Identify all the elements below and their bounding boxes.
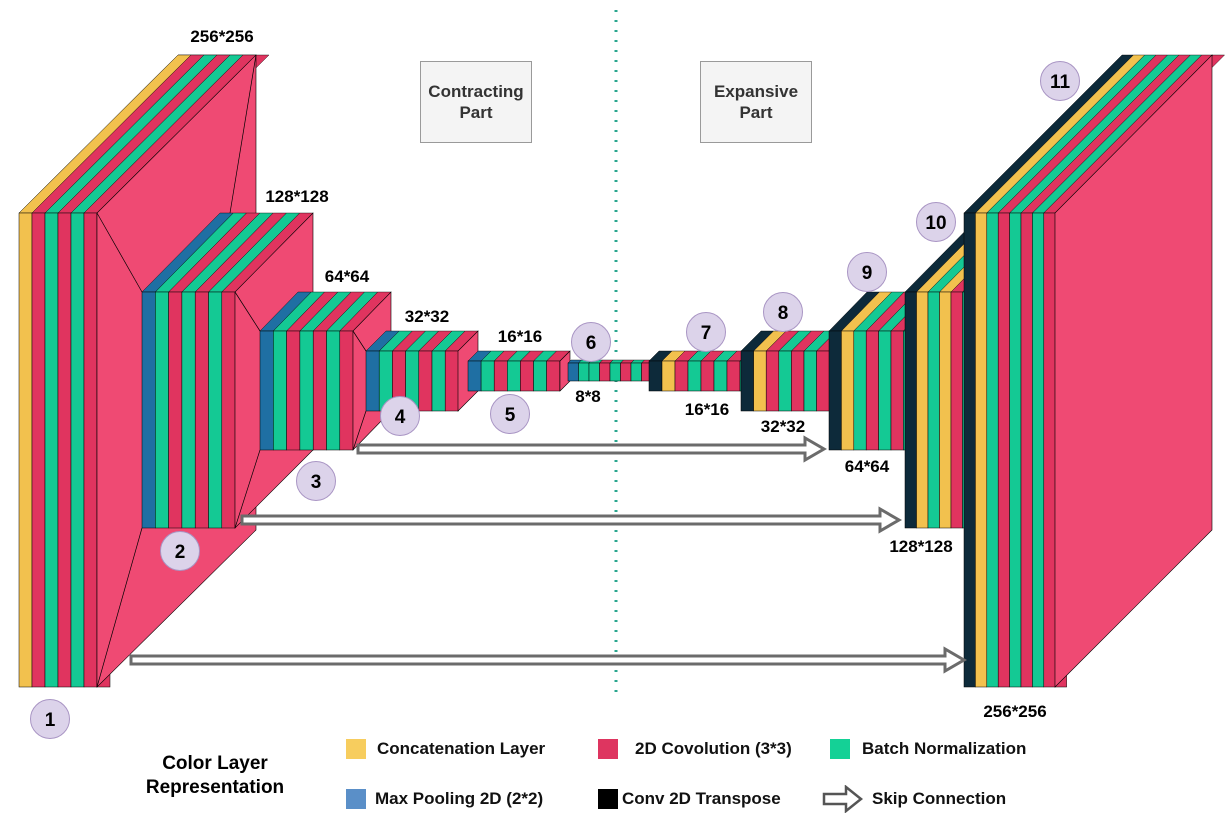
dim-label-2: 128*128 xyxy=(265,187,328,206)
legend-label-pool: Max Pooling 2D (2*2) xyxy=(375,789,544,808)
dim-label-5: 16*16 xyxy=(498,327,542,346)
stage-number-10: 10 xyxy=(925,213,946,234)
stage-number-1: 1 xyxy=(45,710,56,731)
stage-number-8: 8 xyxy=(778,303,789,324)
expansive-part-label: Expansive Part xyxy=(700,61,812,143)
skip-arrow-4-8 xyxy=(356,435,827,463)
stage-circle-1 xyxy=(30,699,70,739)
block-4 xyxy=(365,330,479,412)
dim-label-11: 256*256 xyxy=(983,702,1046,721)
stage-number-3: 3 xyxy=(311,472,322,493)
stage-circle-7 xyxy=(686,312,726,352)
stage-circle-8 xyxy=(763,292,803,332)
legend-label-concat: Concatenation Layer xyxy=(377,739,546,758)
stage-number-4: 4 xyxy=(395,407,406,428)
legend-label-conv: 2D Covolution (3*3) xyxy=(635,739,792,758)
legend-swatch-transpose xyxy=(598,789,618,809)
stage-circle-4 xyxy=(380,396,420,436)
dim-label-1: 256*256 xyxy=(190,27,253,46)
dim-label-7: 16*16 xyxy=(685,400,729,419)
dim-label-6: 8*8 xyxy=(575,387,601,406)
stage-circle-2 xyxy=(160,531,200,571)
block-11 xyxy=(963,54,1226,688)
skip-arrow-1-11 xyxy=(129,646,967,674)
stage-number-5: 5 xyxy=(505,405,516,426)
legend-label-skip: Skip Connection xyxy=(872,789,1007,808)
skip-arrow-3-9 xyxy=(240,506,902,534)
dim-label-8: 32*32 xyxy=(761,417,805,436)
stage-number-9: 9 xyxy=(862,263,873,284)
legend-skip-arrow-icon xyxy=(822,785,864,813)
block-5 xyxy=(467,350,571,392)
legend-swatch-conv xyxy=(598,739,618,759)
legend-swatch-concat xyxy=(346,739,366,759)
stage-number-11: 11 xyxy=(1050,72,1071,93)
dim-label-10: 128*128 xyxy=(889,537,952,556)
stage-circle-9 xyxy=(847,252,887,292)
stage-number-7: 7 xyxy=(701,323,712,344)
legend-label-transpose: Conv 2D Transpose xyxy=(622,789,781,808)
legend-swatch-pool xyxy=(346,789,366,809)
skip-connection-arrows xyxy=(129,435,967,674)
stage-circle-3 xyxy=(296,461,336,501)
stage-number-6: 6 xyxy=(586,333,597,354)
legend-title: Color Layer Representation xyxy=(145,753,285,798)
stage-circle-6 xyxy=(571,322,611,362)
stage-circle-10 xyxy=(916,202,956,242)
legend-swatch-bn xyxy=(830,739,850,759)
contracting-part-label: Contracting Part xyxy=(420,61,532,143)
legend-label-bn: Batch Normalization xyxy=(862,739,1027,758)
dim-label-3: 64*64 xyxy=(325,267,370,286)
dim-label-9: 64*64 xyxy=(845,457,890,476)
stage-number-2: 2 xyxy=(175,542,186,563)
stage-markers: 1 2 3 4 5 6 7 8 9 10 11 xyxy=(30,61,1080,739)
stage-circle-5 xyxy=(490,394,530,434)
dim-label-4: 32*32 xyxy=(405,307,449,326)
stage-circle-11 xyxy=(1040,61,1080,101)
